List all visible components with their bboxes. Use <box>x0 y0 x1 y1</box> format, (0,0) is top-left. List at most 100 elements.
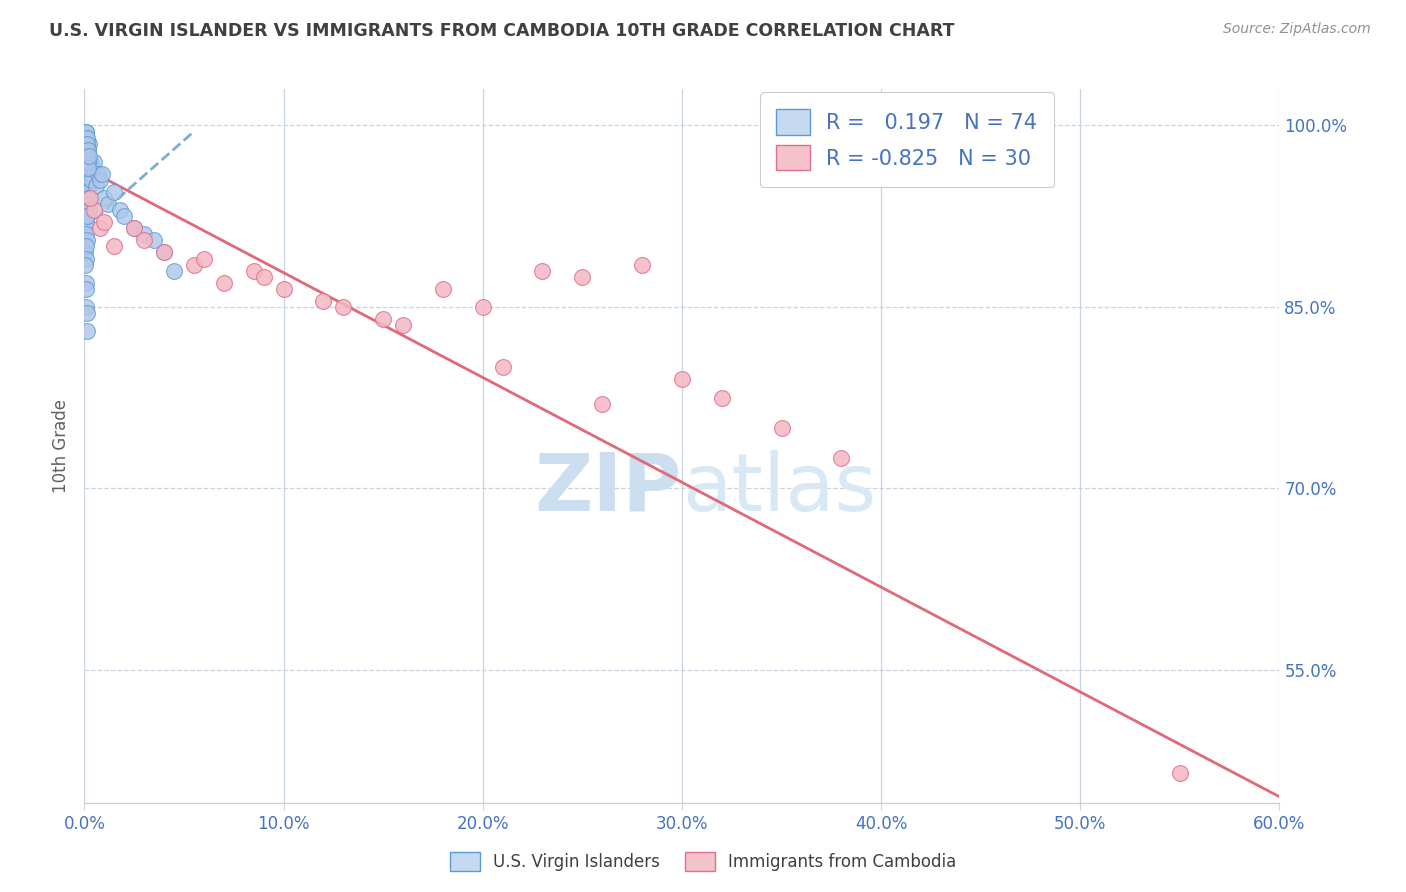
Point <box>75 143 97 157</box>
Point <box>77 178 100 193</box>
Point <box>153 245 176 260</box>
Point <box>77 143 100 157</box>
Point <box>132 233 156 247</box>
Point <box>103 239 125 253</box>
Point <box>75 178 97 193</box>
Point <box>143 233 166 247</box>
Point <box>770 421 793 435</box>
Point <box>79 136 101 151</box>
Point <box>710 391 733 405</box>
Point <box>830 451 852 466</box>
Point <box>77 173 100 187</box>
Point <box>75 258 97 272</box>
Point <box>77 149 100 163</box>
Point <box>312 293 335 308</box>
Point <box>242 263 264 277</box>
Point <box>75 130 97 145</box>
Point <box>76 185 98 199</box>
Point <box>80 173 103 187</box>
Point <box>76 324 98 338</box>
Point <box>76 306 98 320</box>
Point <box>77 203 100 218</box>
Point <box>122 221 145 235</box>
Point <box>75 130 97 145</box>
Point <box>531 263 554 277</box>
Text: U.S. VIRGIN ISLANDER VS IMMIGRANTS FROM CAMBODIA 10TH GRADE CORRELATION CHART: U.S. VIRGIN ISLANDER VS IMMIGRANTS FROM … <box>49 22 955 40</box>
Point <box>76 197 98 211</box>
Text: atlas: atlas <box>682 450 876 528</box>
Point <box>79 154 101 169</box>
Point <box>76 209 98 223</box>
Point <box>75 203 97 218</box>
Point <box>75 191 97 205</box>
Point <box>75 173 97 187</box>
Point <box>76 209 98 223</box>
Point <box>273 282 295 296</box>
Point <box>183 258 205 272</box>
Point <box>82 161 104 175</box>
Point <box>93 215 115 229</box>
Point <box>77 154 100 169</box>
Point <box>75 143 97 157</box>
Point <box>87 167 110 181</box>
Point <box>77 191 100 205</box>
Point <box>110 203 132 218</box>
Point <box>153 245 176 260</box>
Text: ZIP: ZIP <box>534 450 682 528</box>
Point <box>76 233 98 247</box>
Point <box>76 149 98 163</box>
Point <box>89 173 111 187</box>
Legend: R =   0.197   N = 74, R = -0.825   N = 30: R = 0.197 N = 74, R = -0.825 N = 30 <box>759 93 1054 187</box>
Point <box>432 282 454 296</box>
Point <box>76 136 98 151</box>
Point <box>373 312 395 326</box>
Point <box>75 245 97 260</box>
Point <box>75 154 97 169</box>
Point <box>79 191 101 205</box>
Point <box>76 154 98 169</box>
Point <box>471 300 494 314</box>
Point <box>492 360 515 375</box>
Point <box>132 227 156 242</box>
Point <box>75 149 97 163</box>
Point <box>75 239 97 253</box>
Point <box>75 136 97 151</box>
Point <box>631 258 654 272</box>
Point <box>76 130 98 145</box>
Point <box>193 252 215 266</box>
Point <box>79 161 101 175</box>
Point <box>91 167 114 181</box>
Point <box>212 276 235 290</box>
Point <box>75 252 97 266</box>
Point <box>93 191 115 205</box>
Point <box>112 209 135 223</box>
Point <box>75 124 97 138</box>
Point <box>75 276 97 290</box>
Point <box>392 318 415 332</box>
Point <box>76 143 98 157</box>
Point <box>77 149 100 163</box>
Point <box>122 221 145 235</box>
Point <box>253 269 276 284</box>
Point <box>75 197 97 211</box>
Point <box>83 203 105 218</box>
Point <box>77 167 100 181</box>
Point <box>76 161 98 175</box>
Point <box>76 161 98 175</box>
Point <box>75 167 97 181</box>
Point <box>83 154 105 169</box>
Point <box>86 178 108 193</box>
Point <box>75 227 97 242</box>
Point <box>97 197 120 211</box>
Point <box>75 215 97 229</box>
Point <box>75 221 97 235</box>
Point <box>591 397 613 411</box>
Point <box>332 300 354 314</box>
Point <box>163 263 186 277</box>
Point <box>75 282 97 296</box>
Point <box>1168 765 1191 780</box>
Point <box>89 221 111 235</box>
Point <box>77 161 100 175</box>
Point <box>75 300 97 314</box>
Point <box>79 161 101 175</box>
